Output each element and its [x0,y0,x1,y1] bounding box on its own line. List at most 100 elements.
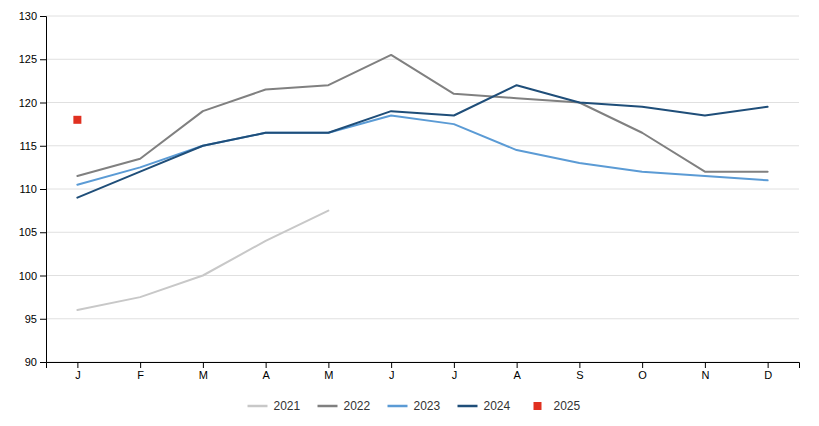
legend-item: 2023 [388,399,441,413]
x-tick-label: N [701,369,709,381]
series-marker [73,116,81,124]
x-tick-label: J [75,369,81,381]
legend-label: 2023 [414,399,441,413]
series-group [73,55,767,310]
x-tick: D [764,362,772,381]
legend-swatch [318,405,338,408]
y-tick: 105 [19,226,46,238]
x-tick-label: A [262,369,270,381]
legend-label: 2021 [274,399,301,413]
legend-swatch [248,405,268,408]
y-tick: 90 [25,356,46,368]
x-tick-mark [391,362,392,368]
x-tick: A [513,362,521,381]
grid-line [46,318,799,319]
y-axis-line [40,17,47,363]
y-tick-mark [40,276,46,277]
x-tick-label: M [199,369,208,381]
x-tick-mark [77,362,78,368]
y-tick-label: 125 [19,53,37,65]
series [77,55,767,176]
y-tick-mark [40,189,46,190]
x-tick-label: S [576,369,583,381]
y-tick: 125 [19,53,46,65]
series-line [77,211,328,310]
y-tick: 120 [19,97,46,109]
x-tick-label: J [389,369,395,381]
y-tick-mark [40,232,46,233]
x-tick-label: A [513,369,521,381]
grid [46,16,799,362]
grid-line [46,102,799,103]
legend: 2021 2022 2023 2024 2025 [248,399,581,413]
grid-line [46,189,799,190]
legend-item: 2024 [458,399,511,413]
series-line [77,85,767,197]
y-axis: 90 95 100 105 110 115 120 125 130 [19,10,47,368]
legend-item: 2021 [248,399,301,413]
y-tick: 130 [19,10,46,22]
grid-line [46,16,799,17]
x-axis: JFMAMJJASOND [47,362,800,381]
x-axis-line [47,363,800,369]
legend-item: 2025 [534,399,581,413]
grid-line [46,232,799,233]
legend-swatch [458,405,478,408]
y-tick-label: 115 [19,140,37,152]
x-tick-label: M [324,369,333,381]
x-tick-mark [517,362,518,368]
y-tick-label: 120 [19,97,37,109]
y-tick-mark [40,16,46,17]
x-tick-mark [203,362,204,368]
chart: 90 95 100 105 110 115 120 125 130 J F M A M J J A S O N D 202… [0,0,819,426]
y-tick: 110 [19,183,46,195]
legend-label: 2024 [484,399,511,413]
x-tick-mark [579,362,580,368]
x-tick: N [701,362,709,381]
grid-line [46,59,799,60]
x-tick: O [638,362,647,381]
x-tick-mark [140,362,141,368]
y-tick-mark [40,103,46,104]
x-tick: J [75,362,81,381]
y-tick: 115 [19,140,46,152]
y-tick-mark [40,59,46,60]
x-tick: J [452,362,458,381]
y-tick-mark [40,146,46,147]
series [77,85,767,197]
y-tick-mark [40,362,46,363]
x-tick-label: F [137,369,144,381]
series-line [77,55,767,176]
x-tick: A [262,362,270,381]
x-tick: M [324,362,333,381]
x-tick-label: J [452,369,458,381]
x-tick: F [137,362,144,381]
x-tick-mark [454,362,455,368]
y-tick-label: 110 [19,183,37,195]
x-tick-mark [768,362,769,368]
x-tick-mark [328,362,329,368]
series [73,116,81,124]
legend-label: 2025 [554,399,581,413]
y-tick-mark [40,319,46,320]
y-tick-label: 90 [25,356,37,368]
plot: 90 95 100 105 110 115 120 125 130 J F M A M J J A S O N D [19,10,800,381]
series [77,115,767,184]
series [77,211,328,310]
x-tick-label: D [764,369,772,381]
x-tick-label: O [638,369,647,381]
y-tick-label: 130 [19,10,37,22]
legend-swatch [388,405,408,408]
y-tick-label: 95 [25,313,37,325]
x-tick-mark [705,362,706,368]
x-tick-mark [266,362,267,368]
y-tick-label: 105 [19,226,37,238]
x-tick: J [389,362,395,381]
legend-label: 2022 [344,399,371,413]
grid-line [46,275,799,276]
x-tick: M [199,362,208,381]
legend-item: 2022 [318,399,371,413]
series-line [77,115,767,184]
y-tick: 100 [19,270,46,282]
x-tick-mark [642,362,643,368]
